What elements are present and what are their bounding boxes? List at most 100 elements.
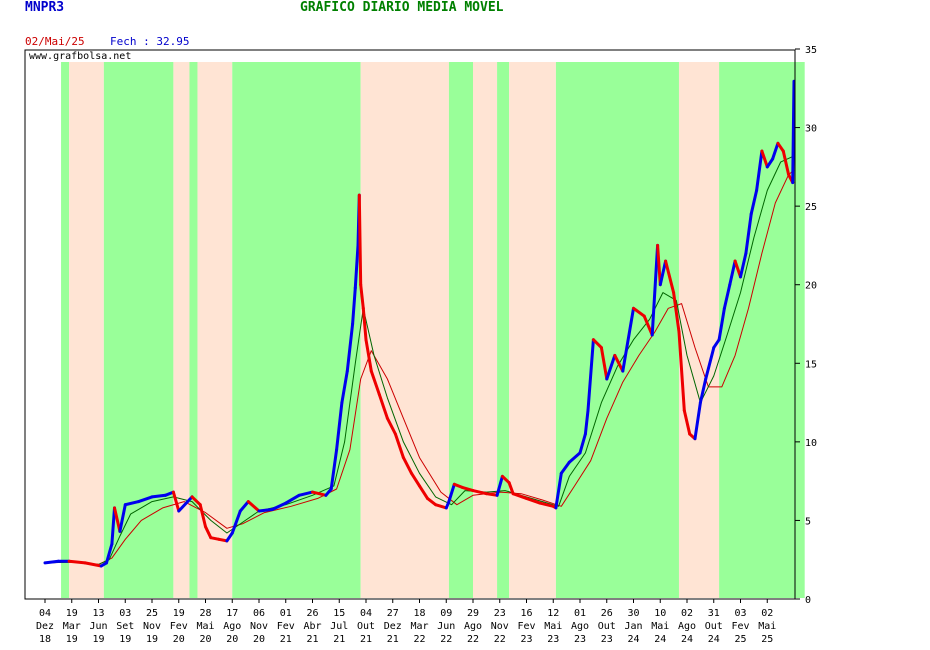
price-segment xyxy=(559,460,571,475)
y-tick-label: 5 xyxy=(805,516,811,527)
price-segment xyxy=(471,489,488,496)
x-tick-label-day: 09 xyxy=(440,608,452,619)
x-tick-label-mon: Fev xyxy=(517,621,535,632)
price-segment xyxy=(357,193,363,287)
x-tick-label-yr: 20 xyxy=(173,634,185,645)
price-segment xyxy=(605,353,617,381)
trend-band-up xyxy=(497,62,510,598)
x-tick-label-mon: Dez xyxy=(36,621,54,632)
x-tick-label-yr: 23 xyxy=(520,634,532,645)
x-tick-label-yr: 24 xyxy=(708,634,720,645)
x-tick-label-mon: Mai xyxy=(544,621,562,632)
trend-band-up xyxy=(448,62,473,598)
y-axis: 0 5 10 15 20 25 30 35 xyxy=(795,45,817,606)
price-segment xyxy=(693,401,702,441)
x-tick-label-yr: 23 xyxy=(547,634,559,645)
price-segment xyxy=(586,338,595,412)
x-tick-label-mon: Nov xyxy=(491,621,509,632)
price-segment xyxy=(361,306,368,342)
x-tick-label-day: 26 xyxy=(306,608,318,619)
x-tick-label-yr: 23 xyxy=(601,634,613,645)
y-tick-label: 30 xyxy=(805,124,817,135)
x-tick-label-mon: Dez xyxy=(384,621,402,632)
x-tick-label-yr: 24 xyxy=(654,634,666,645)
x-tick-label-mon: Ago xyxy=(678,621,696,632)
price-segment xyxy=(401,456,413,475)
price-segment xyxy=(500,474,511,485)
price-segment xyxy=(426,496,438,507)
price-segment xyxy=(656,243,662,287)
price-segment xyxy=(198,503,207,529)
x-tick-label-yr: 21 xyxy=(387,634,399,645)
price-segment xyxy=(739,251,748,279)
x-tick-label-yr: 25 xyxy=(761,634,773,645)
x-tick-label-day: 26 xyxy=(601,608,613,619)
x-tick-label-mon: Mar xyxy=(63,621,81,632)
price-segment xyxy=(190,495,202,507)
y-tick-label: 20 xyxy=(805,281,817,292)
price-segment xyxy=(672,291,681,334)
x-tick-label-day: 04 xyxy=(39,608,51,619)
x-tick-label-yr: 19 xyxy=(119,634,131,645)
x-tick-label-mon: Mai xyxy=(651,621,669,632)
price-segment xyxy=(642,314,654,337)
price-segment xyxy=(791,79,796,185)
price-segment xyxy=(677,330,686,412)
price-segment xyxy=(105,542,114,565)
price-segment xyxy=(345,322,355,373)
price-segment xyxy=(434,503,448,510)
trend-band-down xyxy=(360,62,449,598)
trend-band-up xyxy=(555,62,679,598)
price-segment xyxy=(507,481,515,496)
price-segment xyxy=(113,506,122,533)
x-tick-label-day: 01 xyxy=(280,608,292,619)
price-segment xyxy=(460,485,475,493)
x-tick-label-yr: 19 xyxy=(66,634,78,645)
price-segment xyxy=(760,149,769,169)
x-tick-label-yr: 24 xyxy=(681,634,693,645)
price-segment xyxy=(83,561,103,568)
price-segment xyxy=(664,259,676,295)
x-tick-label-mon: Nov xyxy=(143,621,161,632)
trend-bands xyxy=(61,62,805,598)
price-segment xyxy=(554,471,563,510)
x-tick-label-day: 03 xyxy=(119,608,131,619)
price-segment xyxy=(632,306,646,318)
x-tick-label-day: 04 xyxy=(360,608,372,619)
x-tick-label-day: 19 xyxy=(173,608,185,619)
price-segment xyxy=(385,416,397,436)
x-tick-label-mon: Jun xyxy=(437,621,455,632)
price-segment xyxy=(755,149,764,192)
x-tick-label-mon: Out xyxy=(705,621,723,632)
price-segment xyxy=(369,369,381,397)
trend-band-down xyxy=(678,62,720,598)
x-tick-label-yr: 22 xyxy=(440,634,452,645)
x-tick-label-day: 25 xyxy=(146,608,158,619)
price-segment xyxy=(765,157,775,169)
x-axis: 04 Dez 18 19 Mar 19 13 Jun 19 03 Set 19 25 Nov 19 19 Fev… xyxy=(36,599,776,645)
price-segment xyxy=(658,259,668,287)
moving-average-long xyxy=(44,169,795,565)
price-segment xyxy=(538,501,555,508)
price-segment xyxy=(712,338,721,350)
price-segment xyxy=(447,482,456,504)
trend-band-down xyxy=(509,62,556,598)
x-tick-label-mon: Set xyxy=(116,621,134,632)
price-segment xyxy=(297,490,314,497)
price-segment xyxy=(578,432,587,455)
chart-title: GRÁFICO DIÁRIO MÉDIA MÓVEL xyxy=(300,0,504,15)
price-segment xyxy=(359,283,365,310)
watermark: www.grafbolsa.net xyxy=(29,51,132,62)
price-segment xyxy=(749,188,759,216)
x-tick-label-day: 13 xyxy=(92,608,104,619)
trend-band-down xyxy=(69,62,104,598)
price-segment xyxy=(393,432,405,460)
series-lines xyxy=(43,79,796,568)
x-tick-label-day: 01 xyxy=(574,608,586,619)
x-tick-label-day: 10 xyxy=(654,608,666,619)
price-segment xyxy=(225,531,234,543)
price-segment xyxy=(418,484,429,500)
x-tick-label-yr: 21 xyxy=(333,634,345,645)
price-segment xyxy=(704,346,716,381)
x-tick-label-mon: Jun xyxy=(89,621,107,632)
